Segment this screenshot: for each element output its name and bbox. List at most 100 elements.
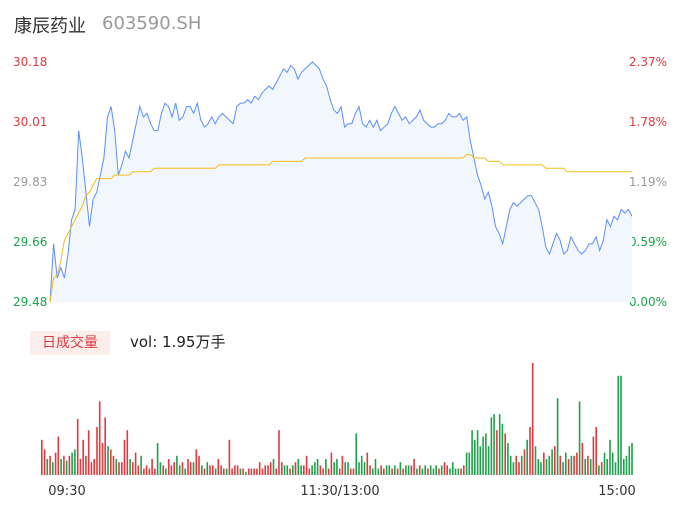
avg-price-line: [49, 154, 632, 303]
volume-bar: [399, 462, 402, 475]
volume-bar: [112, 455, 115, 475]
volume-bar: [631, 443, 633, 475]
volume-bar: [220, 465, 222, 475]
volume-bar: [534, 446, 537, 475]
volume-bar: [625, 455, 628, 475]
volume-bar: [529, 427, 531, 475]
volume-bar: [363, 462, 366, 475]
volume-bar: [198, 455, 200, 475]
volume-bar: [584, 459, 586, 475]
volume-bar: [225, 468, 228, 475]
volume-bar: [159, 462, 162, 475]
volume-value: vol: 1.95万手: [130, 333, 226, 351]
volume-bar: [145, 465, 148, 475]
volume-bar: [74, 449, 76, 475]
volume-bar: [76, 419, 79, 475]
volume-bar: [79, 459, 82, 475]
y-right-tick-label: 2.37%: [629, 55, 667, 69]
volume-bar: [421, 468, 424, 475]
volume-bar: [165, 468, 167, 475]
volume-bar: [592, 436, 595, 475]
volume-bar: [366, 452, 369, 475]
volume-bar: [93, 459, 95, 475]
volume-bar: [283, 465, 286, 475]
volume-bar: [52, 462, 54, 475]
volume-bar: [383, 468, 385, 475]
volume-bar: [264, 465, 266, 475]
volume-bar: [556, 398, 559, 475]
volume-bar: [178, 465, 181, 475]
volume-bar: [173, 462, 175, 475]
volume-bar: [394, 465, 396, 475]
volume-bar: [129, 459, 131, 475]
volume-bar: [258, 462, 261, 475]
volume-bar: [460, 468, 462, 475]
volume-bar: [134, 452, 137, 475]
volume-badge: 日成交量: [30, 331, 110, 355]
volume-bar: [143, 468, 145, 475]
volume-bar: [355, 433, 357, 475]
volume-bar: [581, 443, 584, 475]
volume-bar: [562, 462, 564, 475]
volume-bar: [325, 459, 327, 475]
volume-bar: [300, 465, 302, 475]
volume-bar: [623, 459, 625, 475]
volume-bar: [203, 468, 206, 475]
volume-bar: [507, 443, 509, 475]
volume-bar: [416, 468, 418, 475]
volume-bar: [311, 465, 313, 475]
volume-bar: [46, 459, 49, 475]
volume-bar: [319, 465, 322, 475]
x-tick-label: 11:30/13:00: [300, 484, 379, 499]
volume-bar: [43, 449, 46, 475]
volume-bar: [540, 462, 542, 475]
volume-bar: [184, 468, 186, 475]
volume-bar: [565, 452, 567, 475]
volume-bar: [167, 459, 170, 475]
volume-bar: [498, 414, 501, 475]
y-right-tick-label: 1.19%: [629, 175, 667, 189]
volume-bar: [60, 459, 62, 475]
volume-bar: [487, 446, 490, 475]
volume-bar: [429, 465, 432, 475]
volume-bar: [314, 462, 316, 475]
volume-bar: [192, 462, 195, 475]
volume-bar: [452, 462, 454, 475]
volume-bar: [154, 468, 156, 475]
volume-bar: [512, 462, 515, 475]
volume-bar: [201, 465, 203, 475]
volume-bar: [360, 455, 363, 475]
volume-bar: [526, 439, 528, 475]
volume-bar: [515, 455, 517, 475]
volume-bar: [140, 455, 142, 475]
volume-bar: [493, 414, 495, 475]
volume-bar: [551, 449, 553, 475]
volume-bar: [228, 439, 231, 475]
volume-bar: [559, 455, 562, 475]
volume-bar: [65, 460, 68, 475]
volume-bar: [611, 452, 614, 475]
volume-bar: [151, 459, 153, 475]
volume-bar: [418, 465, 421, 475]
volume-bar: [496, 430, 498, 475]
y-tick-label: 30.18: [13, 55, 47, 69]
volume-bar: [385, 465, 388, 475]
stock-name: 康辰药业: [14, 16, 86, 37]
volume-bar: [82, 439, 84, 475]
volume-bar: [543, 452, 545, 475]
volume-bar: [101, 443, 104, 475]
volume-bar: [96, 427, 98, 475]
volume-bar: [281, 462, 283, 475]
volume-bar: [485, 433, 487, 475]
volume-bar: [85, 455, 87, 475]
volume-bar: [292, 465, 294, 475]
volume-bar: [223, 468, 225, 475]
volume-bar: [620, 375, 622, 475]
volume-bar: [465, 452, 468, 475]
volume-bar: [289, 468, 291, 475]
volume-bar: [214, 468, 217, 475]
volume-bar: [338, 468, 341, 475]
volume-bar: [123, 439, 126, 475]
volume-bar: [504, 433, 506, 475]
volume-bar: [600, 462, 603, 475]
